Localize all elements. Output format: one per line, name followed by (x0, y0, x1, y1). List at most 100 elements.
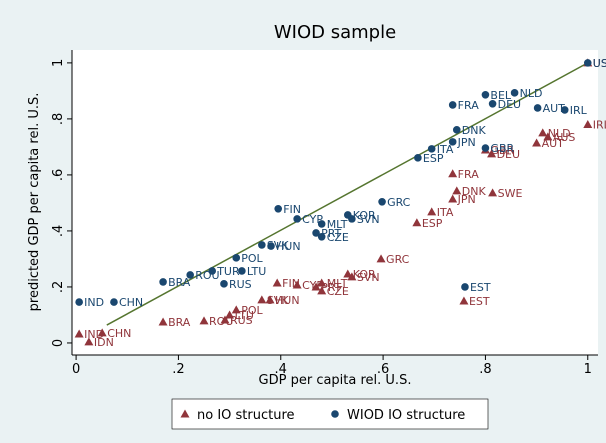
point-label: JPN (457, 136, 476, 149)
fit-line (106, 62, 589, 326)
triangle-marker (448, 194, 458, 203)
triangle-marker (343, 269, 353, 278)
circle-marker (208, 267, 216, 275)
circle-marker (448, 101, 457, 109)
circle-marker (583, 59, 592, 67)
x-tick-label: 1 (584, 362, 592, 377)
triangle-marker (199, 316, 209, 325)
triangle-marker (543, 132, 553, 141)
point-label: PRT (321, 281, 341, 294)
point-label: CZE (327, 285, 349, 298)
point-label: ESP (422, 217, 443, 230)
circle-marker (267, 242, 275, 250)
point-label: DEU (498, 98, 521, 111)
triangle-marker (488, 188, 498, 197)
x-tick-label: 0 (72, 362, 80, 377)
point-label: IRL (593, 118, 606, 131)
circle-marker (238, 267, 246, 275)
triangle-marker (412, 218, 422, 227)
point-label: POL (241, 252, 263, 265)
circle-marker (317, 220, 326, 228)
point-label: USA (593, 57, 606, 70)
point-label: CYP (302, 213, 323, 226)
y-tick-label: .6 (51, 169, 66, 181)
chart-title: WIOD sample (274, 22, 396, 43)
point-label: ITA (437, 143, 454, 156)
point-label: EST (469, 295, 490, 308)
triangle-marker (427, 207, 437, 216)
triangle-marker (538, 128, 548, 137)
point-label: IRL (570, 104, 588, 117)
point-label: DEU (497, 148, 520, 161)
circle-marker (312, 229, 320, 237)
point-label: FRA (458, 168, 480, 181)
point-label: TUR (216, 265, 240, 278)
point-label: SVN (357, 213, 380, 226)
point-label: IND (84, 328, 104, 341)
point-label: MLT (327, 218, 348, 231)
point-label: DNK (462, 185, 487, 198)
triangle-marker (317, 286, 327, 295)
point-label: CHN (119, 296, 143, 309)
x-tick-label: .4 (275, 362, 287, 377)
point-label: BRA (168, 276, 191, 289)
circle-marker (110, 298, 118, 306)
point-label: KOR (353, 268, 376, 281)
legend-label: no IO structure (197, 408, 295, 423)
y-tick-label: 1 (51, 59, 66, 67)
legend-label: WIOD IO structure (347, 408, 465, 423)
point-label: EST (470, 281, 491, 294)
y-tick-label: .8 (51, 113, 66, 125)
circle-marker (452, 126, 461, 134)
point-label: CZE (327, 231, 349, 244)
point-label: GBR (490, 142, 514, 155)
point-label: PRT (321, 227, 341, 240)
circle-marker (186, 271, 194, 279)
point-label: ESP (423, 152, 444, 165)
triangle-marker (84, 337, 94, 346)
point-label: AUT (542, 137, 565, 150)
plot-area (72, 50, 598, 355)
triangle-marker (265, 295, 275, 304)
point-label: ROU (209, 315, 233, 328)
circle-marker (427, 145, 436, 153)
triangle-marker (220, 315, 230, 324)
triangle-marker (180, 409, 190, 418)
circle-marker (331, 410, 339, 418)
point-label: MLT (327, 277, 348, 290)
point-label: IND (84, 296, 104, 309)
circle-marker (293, 215, 301, 223)
point-label: USA (593, 57, 606, 70)
triangle-marker (97, 328, 107, 337)
circle-marker (348, 215, 356, 223)
point-label: ROU (195, 269, 219, 282)
point-label: KOR (353, 209, 376, 222)
x-tick-label: .2 (172, 362, 184, 377)
point-label: AUT (543, 102, 566, 115)
point-label: HUN (275, 294, 300, 307)
circle-marker (461, 283, 469, 291)
circle-marker (533, 104, 542, 112)
y-tick-label: .4 (51, 225, 66, 237)
point-label: NLD (520, 87, 543, 100)
x-tick-label: .6 (377, 362, 389, 377)
circle-marker (448, 138, 457, 146)
point-label: GRC (386, 253, 410, 266)
circle-marker (481, 91, 490, 99)
point-label: HUN (276, 240, 301, 253)
point-label: ITA (437, 206, 454, 219)
triangle-marker (448, 169, 458, 178)
point-label: AUS (553, 131, 576, 144)
triangle-marker (231, 305, 241, 314)
circle-marker (75, 298, 83, 306)
point-label: IDN (94, 336, 114, 349)
circle-marker (232, 254, 241, 262)
circle-marker (220, 280, 228, 288)
circle-marker (317, 233, 326, 241)
point-label: NLD (548, 127, 571, 140)
point-label: CHN (107, 327, 131, 340)
triangle-marker (225, 310, 235, 319)
triangle-marker (376, 254, 386, 263)
triangle-marker (272, 278, 282, 287)
